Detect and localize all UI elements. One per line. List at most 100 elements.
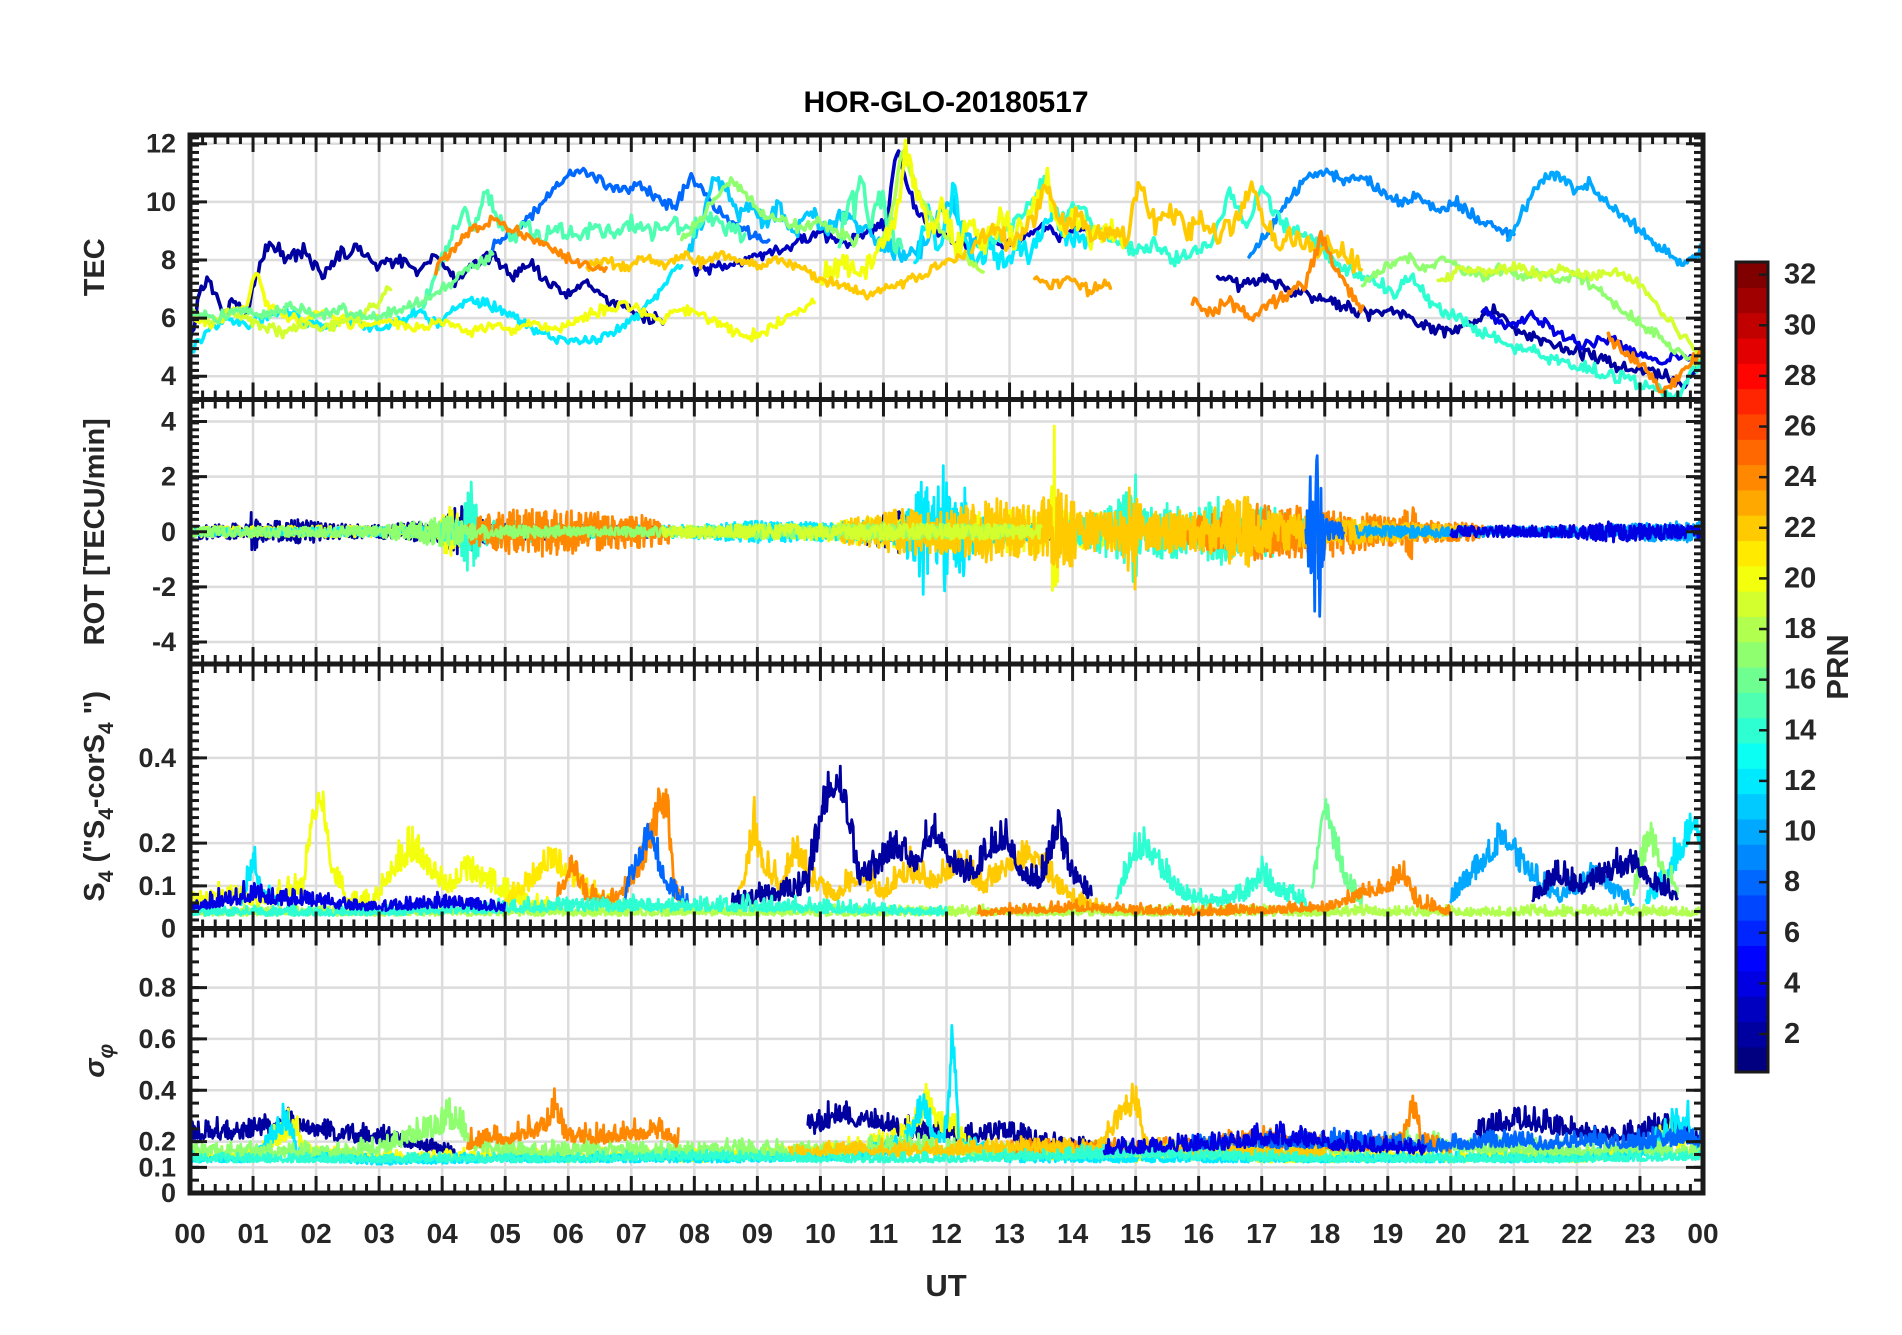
xtick-label: 11	[869, 1218, 899, 1249]
series-line-prn14	[192, 1140, 1701, 1164]
series-group-sigma_phi	[192, 1024, 1701, 1166]
colorbar-band	[1736, 591, 1768, 617]
ytick-label: -4	[152, 627, 176, 657]
series-line-prn24	[1606, 331, 1701, 394]
series-line-prn2	[192, 240, 665, 342]
colorbar-tick-label: 22	[1784, 512, 1816, 544]
ytick-label: 0.8	[138, 973, 176, 1003]
grid-TEC	[192, 137, 1701, 398]
xtick-label: 15	[1120, 1218, 1151, 1249]
ytick-label: 0.1	[138, 1152, 176, 1182]
series-line-prn19	[1436, 260, 1701, 361]
colorbar-band	[1736, 439, 1768, 466]
ytick-label: 0.4	[138, 743, 176, 773]
xtick-label: 01	[237, 1218, 268, 1249]
series-line-prn10	[1505, 170, 1701, 268]
series-line-prn17	[1632, 821, 1679, 899]
series-line-prn16	[1310, 797, 1364, 907]
ytick-label: 4	[161, 361, 176, 391]
xtick-label: 08	[679, 1218, 710, 1249]
ytick-label: 0	[161, 1178, 176, 1208]
ytick-label: 0.2	[138, 1127, 176, 1157]
colorbar-tick-label: 32	[1784, 259, 1816, 291]
ytick-label: 0.4	[138, 1075, 176, 1105]
xtick-label: 17	[1246, 1218, 1277, 1249]
series-line-prn2	[192, 1106, 457, 1159]
xtick-label: 03	[364, 1218, 395, 1249]
series-group-TEC	[192, 138, 1701, 398]
series-line-prn20	[192, 424, 1465, 592]
ytick-label: 0.6	[138, 1024, 176, 1054]
colorbar-band	[1736, 742, 1768, 769]
ytick-labels-TEC: 4 6 8 10 12	[146, 129, 176, 392]
colorbar-band	[1736, 996, 1768, 1022]
colorbar-band	[1736, 844, 1768, 871]
y-axis-label-ROT: ROT [TECU/min]	[79, 418, 111, 645]
xtick-label: 13	[994, 1218, 1025, 1249]
colorbar-band	[1736, 692, 1768, 719]
panel-S4: 0 0.1 0.2 0.4 S4 ("S4-corS4 ")	[79, 661, 1706, 944]
xtick-labels: 00 01 02 03 04 05 06 07 08 09 10 11 12 13 14 15 16 17 18 19…	[174, 1218, 1718, 1249]
colorbar-tick-label: 16	[1784, 664, 1816, 696]
ytick-labels-S4: 0 0.1 0.2 0.4	[138, 743, 176, 944]
ticks-ROT	[188, 399, 1705, 666]
xtick-label: 00	[1687, 1218, 1718, 1249]
colorbar-tick-label: 28	[1784, 360, 1816, 392]
ytick-label: 10	[146, 187, 176, 217]
series-line-prn22	[969, 180, 1364, 274]
xtick-label: 09	[742, 1218, 773, 1249]
xtick-label: 06	[553, 1218, 584, 1249]
panel-TEC: 4 6 8 10 12 TEC	[79, 129, 1706, 402]
ytick-label: 0.1	[138, 871, 176, 901]
colorbar-tick-label: 18	[1784, 613, 1816, 645]
series-line-prn8	[623, 822, 690, 907]
series-line-prn20	[192, 271, 816, 343]
series-line-prn2	[1215, 272, 1701, 390]
series-line-prn8	[1304, 454, 1346, 618]
series-line-prn21	[503, 846, 633, 912]
ytick-label: 0	[161, 517, 176, 547]
ytick-label: -2	[152, 572, 176, 602]
y-axis-label-sigma_phi: σφ	[79, 1043, 118, 1077]
series-line-prn17	[679, 176, 860, 248]
colorbar-tick-label: 24	[1784, 461, 1816, 493]
xtick-label: 00	[174, 1218, 205, 1249]
xtick-label: 23	[1624, 1218, 1655, 1249]
colorbar-tick-label: 8	[1784, 866, 1800, 898]
colorbar-tick-label: 14	[1784, 714, 1816, 746]
xtick-label: 07	[616, 1218, 647, 1249]
ytick-labels-sigma_phi: 00.10.2 0.4 0.6 0.8	[138, 973, 176, 1208]
colorbar-band	[1736, 287, 1768, 314]
xtick-label: 14	[1057, 1218, 1089, 1249]
grid-S4	[192, 666, 1701, 927]
xtick-label: 10	[805, 1218, 836, 1249]
series-line-prn20	[818, 138, 1125, 286]
series-line-prn16	[192, 249, 495, 325]
series-line-prn8	[490, 166, 771, 252]
xtick-label: 20	[1435, 1218, 1466, 1249]
colorbar-band	[1736, 388, 1768, 415]
colorbar-tick-label: 10	[1784, 816, 1816, 848]
ytick-label: 6	[161, 303, 176, 333]
series-group-ROT	[192, 424, 1701, 618]
colorbar-border	[1734, 260, 1770, 1074]
chart-title: HOR-GLO-20180517	[803, 86, 1088, 119]
series-line-prn19	[661, 522, 1043, 542]
colorbar-tick-label: 2	[1784, 1018, 1800, 1050]
series-line-prn2	[730, 764, 1093, 908]
series-line-prn4	[1480, 307, 1701, 370]
xtick-label: 19	[1372, 1218, 1403, 1249]
ytick-label: 12	[146, 129, 176, 159]
series-line-prn24	[1190, 229, 1365, 323]
series-line-prn14	[192, 892, 948, 918]
series-line-prn10	[1354, 520, 1701, 544]
xtick-label: 22	[1561, 1218, 1592, 1249]
colorbar-tick-label: 12	[1784, 765, 1816, 797]
series-line-prn15	[421, 188, 747, 310]
y-axis-label-S4: S4 ("S4-corS4 ")	[79, 691, 118, 902]
series-line-prn4	[192, 879, 507, 913]
series-line-prn24	[434, 214, 608, 276]
ytick-labels-ROT: -4 -2 0 2 4	[152, 407, 176, 657]
